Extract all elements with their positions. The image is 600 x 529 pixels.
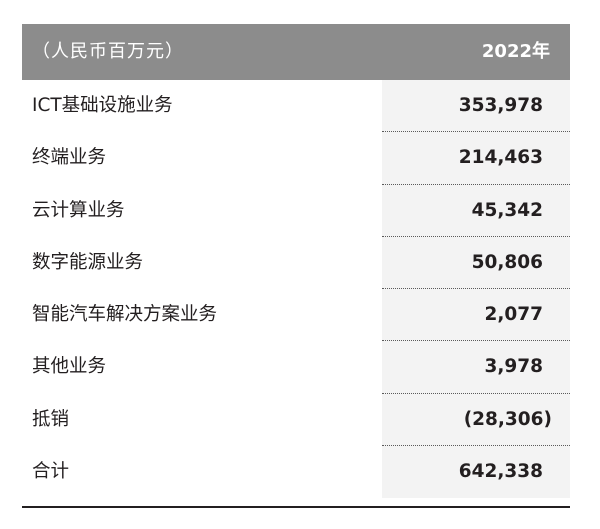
table-row: ICT基础设施业务 353,978 bbox=[22, 80, 570, 133]
row-label: 数字能源业务 bbox=[32, 251, 144, 273]
table-row: 数字能源业务 50,806 bbox=[22, 237, 570, 290]
unit-label: （人民币百万元） bbox=[32, 41, 184, 62]
row-label: 终端业务 bbox=[32, 147, 107, 169]
table-row: 云计算业务 45,342 bbox=[22, 185, 570, 237]
row-divider bbox=[382, 288, 570, 290]
row-divider bbox=[382, 445, 570, 447]
row-label: 云计算业务 bbox=[32, 199, 125, 221]
table-body: ICT基础设施业务 353,978 终端业务 214,463 云计算业务 45,… bbox=[22, 80, 570, 499]
total-row: 合计 642,338 bbox=[22, 446, 570, 498]
table-bottom-rule bbox=[22, 506, 570, 508]
total-value: 642,338 bbox=[458, 461, 543, 483]
row-value: 45,342 bbox=[471, 199, 543, 221]
row-value: 3,978 bbox=[484, 356, 543, 378]
table-row: 终端业务 214,463 bbox=[22, 132, 570, 185]
row-divider bbox=[382, 131, 570, 133]
row-value: 50,806 bbox=[471, 251, 543, 273]
row-divider bbox=[382, 340, 570, 342]
table-row: 抵销 (28,306) bbox=[22, 394, 570, 447]
year-column-header: 2022年 bbox=[481, 41, 550, 62]
table-row: 其他业务 3,978 bbox=[22, 341, 570, 394]
row-label: 其他业务 bbox=[32, 356, 107, 378]
row-label: 抵销 bbox=[32, 408, 70, 430]
row-divider bbox=[382, 235, 570, 237]
table-row: 智能汽车解决方案业务 2,077 bbox=[22, 289, 570, 342]
row-label: 智能汽车解决方案业务 bbox=[32, 304, 218, 326]
row-divider bbox=[382, 183, 570, 185]
row-value: (28,306) bbox=[463, 408, 552, 430]
value-column-background bbox=[382, 80, 570, 499]
row-value: 2,077 bbox=[484, 304, 543, 326]
total-label: 合计 bbox=[32, 461, 70, 483]
row-value: 214,463 bbox=[458, 147, 543, 169]
table-header: （人民币百万元） 2022年 bbox=[22, 24, 570, 80]
row-value: 353,978 bbox=[458, 95, 543, 116]
revenue-table: （人民币百万元） 2022年 ICT基础设施业务 353,978 终端业务 21… bbox=[22, 24, 570, 499]
row-label: ICT基础设施业务 bbox=[32, 95, 173, 116]
row-divider bbox=[382, 392, 570, 394]
